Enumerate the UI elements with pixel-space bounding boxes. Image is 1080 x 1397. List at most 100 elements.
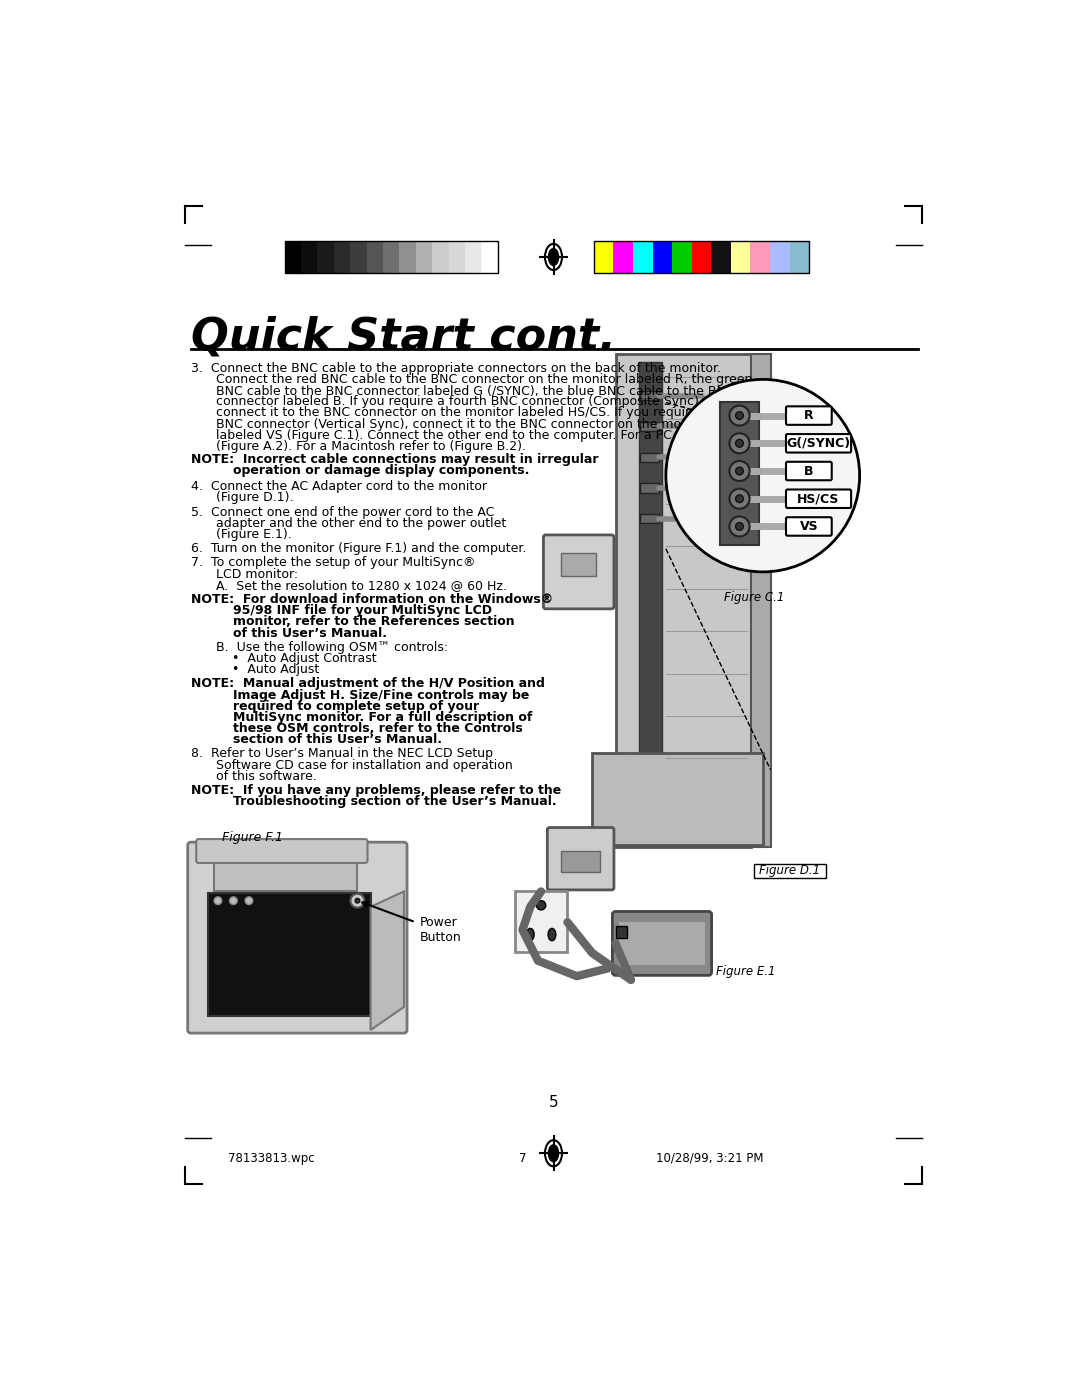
- Circle shape: [729, 433, 750, 453]
- Bar: [652, 240, 672, 274]
- Circle shape: [735, 467, 743, 475]
- Bar: [562, 851, 600, 872]
- FancyBboxPatch shape: [197, 840, 367, 863]
- Bar: [350, 240, 366, 274]
- Text: VS: VS: [799, 520, 819, 534]
- Bar: [751, 240, 770, 274]
- Circle shape: [729, 517, 750, 536]
- FancyBboxPatch shape: [786, 462, 832, 481]
- FancyBboxPatch shape: [548, 827, 613, 890]
- FancyBboxPatch shape: [612, 911, 712, 975]
- Bar: [751, 353, 770, 847]
- Text: Figure C.1: Figure C.1: [724, 591, 784, 604]
- Text: operation or damage display components.: operation or damage display components.: [232, 464, 529, 478]
- Bar: [712, 240, 731, 274]
- Bar: [638, 362, 662, 840]
- Bar: [672, 240, 691, 274]
- Bar: [789, 240, 809, 274]
- Bar: [731, 240, 751, 274]
- Bar: [383, 240, 400, 274]
- Text: 10/28/99, 3:21 PM: 10/28/99, 3:21 PM: [656, 1151, 764, 1165]
- Circle shape: [537, 901, 545, 909]
- Bar: [592, 753, 762, 845]
- Circle shape: [666, 380, 860, 571]
- Circle shape: [230, 897, 238, 904]
- Bar: [284, 240, 498, 274]
- Bar: [640, 391, 659, 400]
- Bar: [691, 240, 712, 274]
- Text: connect it to the BNC connector on the monitor labeled HS/CS. If you require a f: connect it to the BNC connector on the m…: [216, 407, 739, 419]
- Text: NOTE:  Incorrect cable connections may result in irregular: NOTE: Incorrect cable connections may re…: [191, 453, 598, 467]
- Text: (Figure A.2). For a Macintosh refer to (Figure B.2).: (Figure A.2). For a Macintosh refer to (…: [216, 440, 526, 453]
- Bar: [366, 240, 383, 274]
- Ellipse shape: [545, 244, 562, 270]
- FancyBboxPatch shape: [786, 489, 851, 509]
- Ellipse shape: [549, 1144, 558, 1162]
- Text: BNC cable to the BNC connector labeled G (/SYNC), the blue BNC cable to the BNC: BNC cable to the BNC connector labeled G…: [216, 384, 735, 397]
- Circle shape: [245, 897, 253, 904]
- FancyBboxPatch shape: [188, 842, 407, 1034]
- Text: 7: 7: [518, 1151, 526, 1165]
- Text: NOTE:  Manual adjustment of the H/V Position and: NOTE: Manual adjustment of the H/V Posit…: [191, 678, 544, 690]
- Bar: [640, 514, 659, 524]
- FancyBboxPatch shape: [786, 434, 851, 453]
- Text: 4.  Connect the AC Adapter cord to the monitor: 4. Connect the AC Adapter cord to the mo…: [191, 481, 487, 493]
- Text: R: R: [804, 409, 813, 422]
- Text: labeled VS (Figure C.1). Connect the other end to the computer. For a PC refer t: labeled VS (Figure C.1). Connect the oth…: [216, 429, 723, 441]
- FancyBboxPatch shape: [786, 517, 832, 535]
- Text: of this User’s Manual.: of this User’s Manual.: [232, 627, 387, 640]
- Text: 8.  Refer to User’s Manual in the NEC LCD Setup: 8. Refer to User’s Manual in the NEC LCD…: [191, 747, 492, 760]
- Text: LCD monitor:: LCD monitor:: [216, 567, 298, 581]
- Circle shape: [729, 461, 750, 481]
- Text: Troubleshooting section of the User’s Manual.: Troubleshooting section of the User’s Ma…: [232, 795, 556, 809]
- Circle shape: [729, 489, 750, 509]
- Bar: [770, 240, 789, 274]
- Circle shape: [350, 894, 364, 908]
- Bar: [416, 240, 432, 274]
- Bar: [482, 240, 498, 274]
- Text: of this software.: of this software.: [216, 770, 318, 782]
- Text: Figure F.1: Figure F.1: [221, 831, 283, 844]
- Bar: [640, 483, 659, 493]
- Text: B: B: [805, 465, 813, 478]
- Ellipse shape: [526, 929, 535, 940]
- Text: 95/98 INF file for your MultiSync LCD: 95/98 INF file for your MultiSync LCD: [232, 605, 491, 617]
- Text: adapter and the other end to the power outlet: adapter and the other end to the power o…: [216, 517, 507, 529]
- Text: 5.  Connect one end of the power cord to the AC: 5. Connect one end of the power cord to …: [191, 506, 495, 518]
- Bar: [633, 240, 652, 274]
- Text: Quick Start cont.: Quick Start cont.: [191, 316, 616, 359]
- Bar: [432, 240, 448, 274]
- Bar: [613, 240, 633, 274]
- Text: B.  Use the following OSM™ controls:: B. Use the following OSM™ controls:: [216, 641, 448, 654]
- Bar: [400, 240, 416, 274]
- Text: Connect the red BNC cable to the BNC connector on the monitor labeled R, the gre: Connect the red BNC cable to the BNC con…: [216, 373, 753, 386]
- Circle shape: [214, 897, 221, 904]
- Ellipse shape: [548, 929, 556, 940]
- Text: 6.  Turn on the monitor (Figure F.1) and the computer.: 6. Turn on the monitor (Figure F.1) and …: [191, 542, 526, 555]
- Bar: [619, 922, 704, 964]
- Text: Power
Button: Power Button: [419, 916, 461, 944]
- Bar: [448, 240, 464, 274]
- Text: 78133813.wpc: 78133813.wpc: [228, 1151, 314, 1165]
- FancyBboxPatch shape: [754, 863, 825, 877]
- Text: 5: 5: [549, 1095, 558, 1111]
- Text: Figure E.1: Figure E.1: [716, 964, 775, 978]
- Text: 3.  Connect the BNC cable to the appropriate connectors on the back of the monit: 3. Connect the BNC cable to the appropri…: [191, 362, 720, 374]
- Bar: [464, 240, 482, 274]
- Circle shape: [355, 898, 360, 902]
- Bar: [616, 926, 627, 937]
- Text: A.  Set the resolution to 1280 x 1024 @ 60 Hz.: A. Set the resolution to 1280 x 1024 @ 6…: [216, 578, 508, 592]
- Circle shape: [735, 412, 743, 419]
- Text: NOTE:  If you have any problems, please refer to the: NOTE: If you have any problems, please r…: [191, 784, 561, 798]
- Text: BNC connector (Vertical Sync), connect it to the BNC connector on the monitor: BNC connector (Vertical Sync), connect i…: [216, 418, 711, 430]
- Text: NOTE:  For download information on the Windows®: NOTE: For download information on the Wi…: [191, 594, 553, 606]
- Bar: [207, 893, 370, 1016]
- Circle shape: [729, 405, 750, 426]
- Text: HS/CS: HS/CS: [797, 492, 840, 506]
- Text: 7.  To complete the setup of your MultiSync®: 7. To complete the setup of your MultiSy…: [191, 556, 475, 570]
- Bar: [640, 422, 659, 432]
- Text: section of this User’s Manual.: section of this User’s Manual.: [232, 733, 442, 746]
- Bar: [284, 240, 301, 274]
- Text: connector labeled B. If you require a fourth BNC connector (Composite Sync),: connector labeled B. If you require a fo…: [216, 395, 703, 408]
- Text: Figure D.1: Figure D.1: [759, 865, 820, 877]
